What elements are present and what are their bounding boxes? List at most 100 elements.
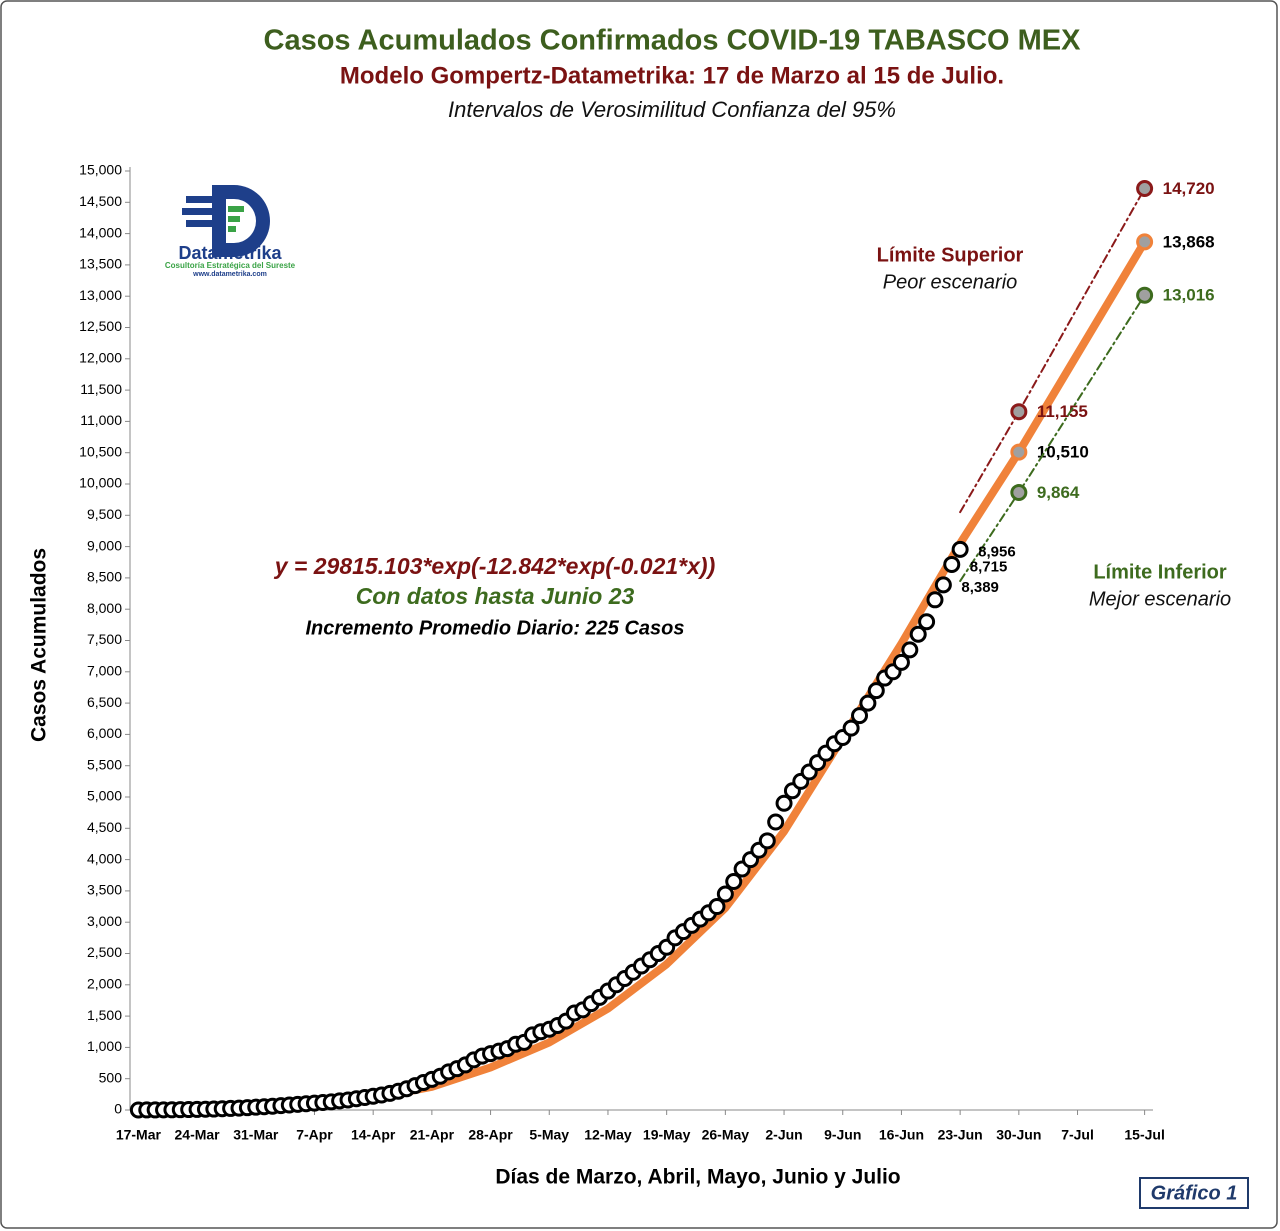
data-point [918, 613, 936, 631]
projection-marker [1136, 286, 1154, 304]
y-tick-label: 14,000 [79, 224, 122, 240]
x-tick-label: 7-Jul [1061, 1127, 1094, 1143]
data-point [767, 813, 785, 831]
y-tick-label: 15,000 [79, 162, 122, 178]
series-description: Mejor escenario [1089, 588, 1231, 610]
annotation: y = 29815.103*exp(-12.842*exp(-0.021*x)) [274, 553, 716, 579]
x-tick-label: 7-Apr [296, 1127, 333, 1143]
y-tick-label: 500 [99, 1069, 123, 1085]
series-description: Peor escenario [883, 271, 1018, 293]
y-tick-label: 7,000 [87, 663, 122, 679]
data-point [901, 641, 919, 659]
logo-url: www.datametrika.com [192, 271, 267, 278]
x-tick-label: 24-Mar [175, 1127, 221, 1143]
figure-label-box [1139, 1177, 1249, 1209]
data-point [725, 873, 743, 891]
data-point [934, 576, 952, 594]
data-label: 8,389 [961, 579, 999, 596]
data-point [926, 591, 944, 609]
x-tick-label: 2-Jun [765, 1127, 802, 1143]
chart-subtitle: Intervalos de Verosimilitud Confianza de… [448, 97, 896, 122]
logo-shape [186, 196, 226, 203]
logo-shape [186, 220, 226, 227]
y-tick-label: 5,500 [87, 756, 122, 772]
data-label: 13,016 [1163, 286, 1215, 305]
x-tick-label: 23-Jun [938, 1127, 983, 1143]
y-tick-label: 9,500 [87, 506, 122, 522]
x-tick-label: 15-Jul [1124, 1127, 1164, 1143]
logo-shape [228, 226, 236, 232]
data-point [867, 682, 885, 700]
data-label: 10,510 [1037, 443, 1089, 462]
data-point [892, 653, 910, 671]
x-tick-label: 14-Apr [351, 1127, 396, 1143]
y-tick-label: 7,500 [87, 631, 122, 647]
y-tick-label: 10,000 [79, 475, 122, 491]
projection-marker [1136, 233, 1154, 251]
x-tick-label: 30-Jun [996, 1127, 1041, 1143]
x-tick-label: 12-May [584, 1127, 632, 1143]
projection-marker [1010, 403, 1028, 421]
y-tick-label: 9,000 [87, 537, 122, 553]
y-tick-label: 1,500 [87, 1007, 122, 1023]
series-name: Límite Inferior [1093, 561, 1227, 583]
x-tick-label: 26-May [702, 1127, 750, 1143]
y-tick-label: 11,500 [80, 381, 122, 397]
y-tick-label: 8,000 [87, 600, 122, 616]
y-axis-label: Casos Acumulados [28, 548, 51, 742]
logo: Datametrika Cosultoría Estratégica del S… [165, 185, 296, 278]
logo-shape [182, 208, 226, 215]
annotation: Incremento Promedio Diario: 225 Casos [305, 617, 684, 639]
x-tick-label: 31-Mar [233, 1127, 279, 1143]
annotation: Con datos hasta Junio 23 [356, 583, 635, 609]
data-point [716, 885, 734, 903]
y-tick-label: 6,000 [87, 725, 122, 741]
chart-subtitle: Modelo Gompertz-Datametrika: 17 de Marzo… [340, 62, 1004, 89]
series-line [959, 294, 1146, 583]
logo-tagline: Cosultoría Estratégica del Sureste [165, 261, 296, 270]
logo-shape [228, 216, 240, 222]
y-tick-label: 13,500 [79, 256, 122, 272]
chart-title: Casos Acumulados Confirmados COVID-19 TA… [264, 25, 1082, 57]
y-tick-label: 3,500 [87, 882, 122, 898]
y-tick-label: 1,000 [87, 1038, 122, 1054]
y-tick-label: 13,000 [79, 287, 122, 303]
data-label: 11,155 [1037, 402, 1088, 421]
y-tick-label: 14,500 [79, 193, 122, 209]
data-label: 8,956 [978, 543, 1016, 560]
y-tick-label: 5,000 [87, 788, 122, 804]
data-point [851, 707, 869, 725]
y-tick-label: 4,500 [87, 819, 122, 835]
x-tick-label: 28-Apr [468, 1127, 513, 1143]
x-tick-label: 16-Jun [879, 1127, 924, 1143]
y-tick-label: 11,000 [80, 412, 122, 428]
data-point [943, 555, 961, 573]
data-label: 13,868 [1163, 232, 1215, 251]
y-tick-label: 4,000 [87, 850, 122, 866]
projection-marker [1010, 443, 1028, 461]
projection-marker [1010, 484, 1028, 502]
x-tick-label: 21-Apr [410, 1127, 455, 1143]
y-tick-label: 2,000 [87, 976, 122, 992]
y-tick-label: 2,500 [87, 944, 122, 960]
data-label: 14,720 [1163, 179, 1215, 198]
x-axis-label: Días de Marzo, Abril, Mayo, Junio y Juli… [495, 1166, 900, 1189]
y-tick-label: 6,500 [87, 694, 122, 710]
data-point [842, 719, 860, 737]
y-tick-label: 12,000 [79, 350, 122, 366]
y-tick-label: 3,000 [87, 913, 122, 929]
data-point [758, 832, 776, 850]
y-tick-label: 0 [114, 1101, 122, 1117]
data-point [951, 540, 969, 558]
data-point [775, 794, 793, 812]
x-tick-label: 5-May [529, 1127, 569, 1143]
y-tick-label: 10,500 [79, 443, 122, 459]
data-label: 8,715 [970, 558, 1008, 575]
logo-name: Datametrika [178, 243, 282, 263]
x-tick-label: 19-May [643, 1127, 691, 1143]
series-name: Límite Superior [877, 244, 1024, 266]
projection-marker [1136, 180, 1154, 198]
data-point [909, 625, 927, 643]
